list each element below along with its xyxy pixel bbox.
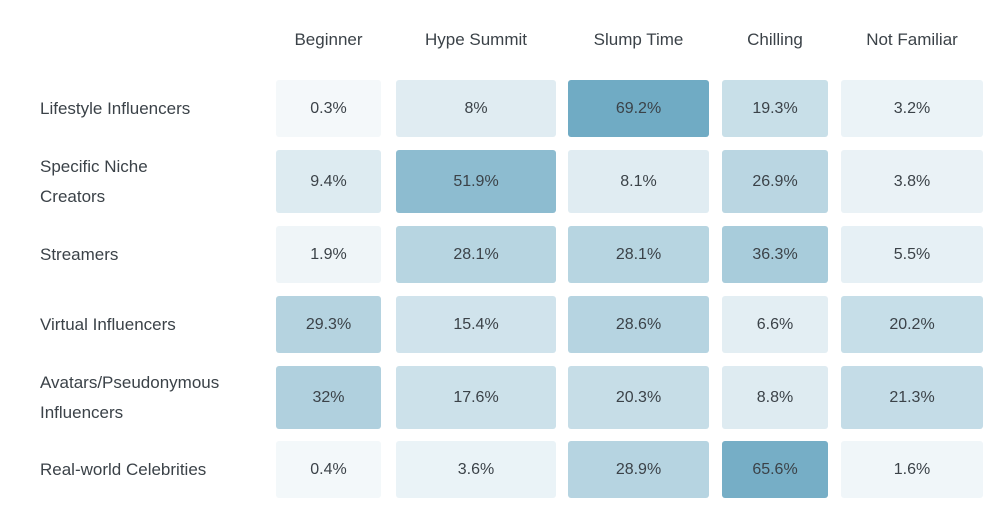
cell-value-label: 21.3% xyxy=(889,388,935,406)
heatmap-cell: 26.9% xyxy=(722,150,828,213)
heatmap-cell: 3.6% xyxy=(396,441,556,498)
heatmap-cell: 9.4% xyxy=(276,150,381,213)
heatmap-cell: 8.8% xyxy=(722,366,828,429)
cell-value-label: 0.4% xyxy=(310,460,347,478)
heatmap-cell: 28.1% xyxy=(568,226,709,283)
heatmap-cell: 20.2% xyxy=(841,296,983,353)
row-label-text: Lifestyle Influencers xyxy=(40,98,191,118)
heatmap-cell: 21.3% xyxy=(841,366,983,429)
cell-value-label: 6.6% xyxy=(756,315,794,333)
heatmap-cell: 28.6% xyxy=(568,296,709,353)
cell-value-label: 3.2% xyxy=(893,99,931,117)
cell-value-label: 28.6% xyxy=(615,315,662,333)
heatmap-cell: 69.2% xyxy=(568,80,709,137)
cell-value-label: 28.1% xyxy=(615,245,662,263)
row-label: Lifestyle Influencers xyxy=(40,80,240,137)
cell-value-label: 3.6% xyxy=(457,460,495,478)
cell-value-label: 51.9% xyxy=(453,172,499,190)
heatmap-cell: 65.6% xyxy=(722,441,828,498)
heatmap-cell: 15.4% xyxy=(396,296,556,353)
heatmap-cell: 0.3% xyxy=(276,80,381,137)
cell-value-label: 17.6% xyxy=(453,388,499,406)
heatmap-cell: 1.9% xyxy=(276,226,381,283)
row-label-text: Streamers xyxy=(40,244,119,264)
heatmap-cell: 28.1% xyxy=(396,226,556,283)
cell-value-label: 29.3% xyxy=(305,315,352,333)
cell-value-label: 0.3% xyxy=(310,99,347,117)
cell-value-label: 8.1% xyxy=(620,172,657,190)
heatmap-cell: 8% xyxy=(396,80,556,137)
row-label: Real-world Celebrities xyxy=(40,441,240,498)
column-header: Hype Summit xyxy=(424,30,528,49)
heatmap-cell: 0.4% xyxy=(276,441,381,498)
cell-value-label: 15.4% xyxy=(453,315,499,333)
cell-value-label: 36.3% xyxy=(752,245,798,263)
column-header: Slump Time xyxy=(593,30,684,49)
cell-value-label: 32% xyxy=(312,388,345,406)
heatmap-cell: 1.6% xyxy=(841,441,983,498)
cell-value-label: 20.3% xyxy=(615,388,662,406)
cell-value-label: 69.2% xyxy=(615,99,662,117)
heatmap-cell: 8.1% xyxy=(568,150,709,213)
cell-value-label: 1.6% xyxy=(893,460,931,478)
row-label: Streamers xyxy=(40,226,240,283)
cell-value-label: 28.1% xyxy=(453,245,499,263)
row-label: Avatars/Pseudonymous Influencers xyxy=(40,366,237,429)
heatmap-cell: 17.6% xyxy=(396,366,556,429)
heatmap-cell: 5.5% xyxy=(841,226,983,283)
cell-value-label: 8.8% xyxy=(756,388,794,406)
heatmap-cell: 3.2% xyxy=(841,80,983,137)
heatmap-cell: 32% xyxy=(276,366,381,429)
column-header: Beginner xyxy=(294,30,363,49)
row-label: Specific Niche Creators xyxy=(40,150,240,213)
heatmap-cell: 28.9% xyxy=(568,441,709,498)
row-label: Virtual Influencers xyxy=(40,296,240,353)
cell-value-label: 1.9% xyxy=(310,245,347,263)
cell-value-label: 26.9% xyxy=(752,172,798,190)
heatmap-cell: 36.3% xyxy=(722,226,828,283)
cell-value-label: 3.8% xyxy=(893,172,931,190)
cell-value-label: 9.4% xyxy=(310,172,347,190)
cell-value-label: 65.6% xyxy=(752,460,798,478)
cell-value-label: 8% xyxy=(464,99,488,117)
heatmap-cell: 19.3% xyxy=(722,80,828,137)
cell-value-label: 19.3% xyxy=(752,99,798,117)
row-label-text: Virtual Influencers xyxy=(40,314,176,334)
column-header: Not Familiar xyxy=(866,30,958,49)
cell-value-label: 5.5% xyxy=(893,245,931,263)
row-label-text: Real-world Celebrities xyxy=(40,459,207,479)
cell-value-label: 20.2% xyxy=(889,315,935,333)
column-header: Chilling xyxy=(747,30,803,49)
heatmap-cell: 51.9% xyxy=(396,150,556,213)
heatmap-cell: 6.6% xyxy=(722,296,828,353)
cell-value-label: 28.9% xyxy=(615,460,662,478)
row-label-text: Avatars/Pseudonymous Influencers xyxy=(40,372,220,422)
heatmap-cell: 3.8% xyxy=(841,150,983,213)
heatmap-cell: 20.3% xyxy=(568,366,709,429)
heatmap-cell: 29.3% xyxy=(276,296,381,353)
row-label-text: Specific Niche Creators xyxy=(40,156,148,206)
